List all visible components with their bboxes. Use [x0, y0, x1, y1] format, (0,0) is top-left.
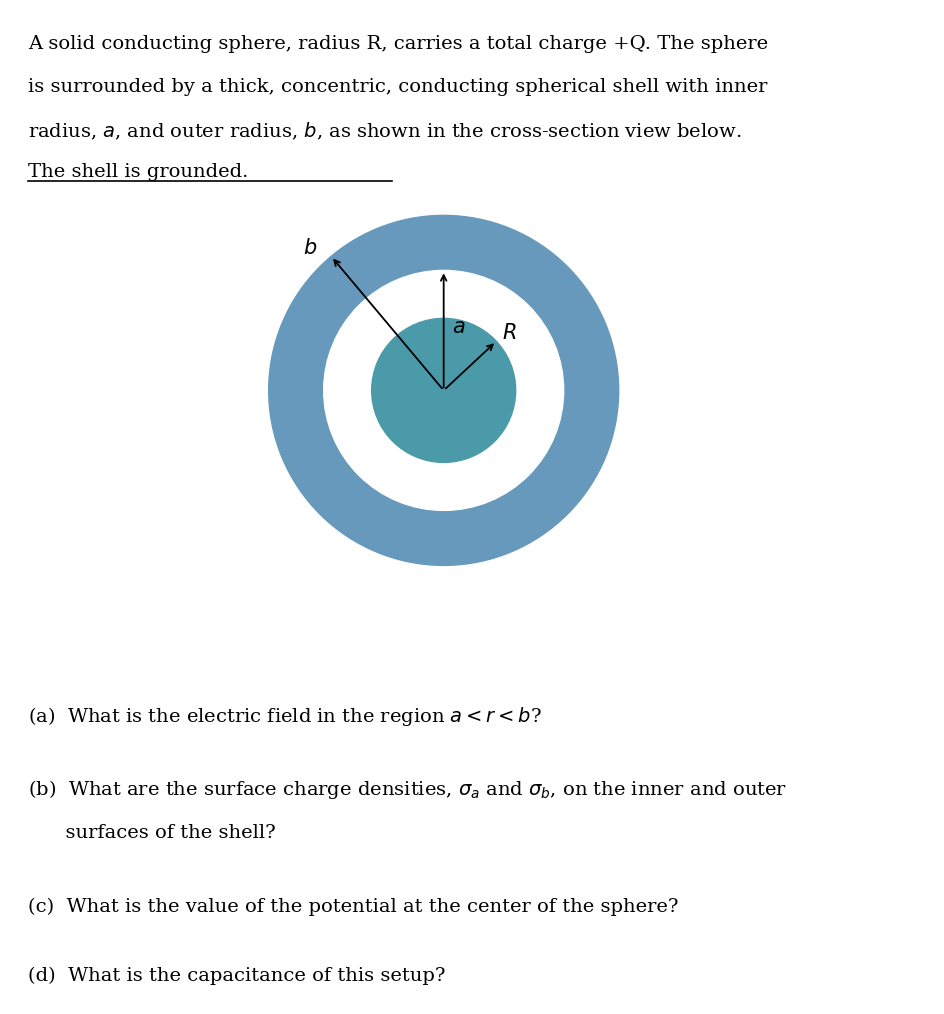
Text: The shell is grounded.: The shell is grounded. [28, 163, 248, 182]
Text: (d)  What is the capacitance of this setup?: (d) What is the capacitance of this setu… [28, 966, 446, 985]
Text: $a$: $a$ [451, 318, 465, 338]
Text: $b$: $b$ [303, 238, 317, 259]
Circle shape [269, 215, 618, 566]
Text: (b)  What are the surface charge densities, $\sigma_a$ and $\sigma_b$, on the in: (b) What are the surface charge densitie… [28, 778, 787, 801]
Text: radius, $a$, and outer radius, $b$, as shown in the cross-section view below.: radius, $a$, and outer radius, $b$, as s… [28, 121, 742, 142]
Circle shape [372, 318, 515, 462]
Text: (a)  What is the electric field in the region $a < r < b$?: (a) What is the electric field in the re… [28, 705, 542, 728]
Text: is surrounded by a thick, concentric, conducting spherical shell with inner: is surrounded by a thick, concentric, co… [28, 78, 767, 96]
Text: (c)  What is the value of the potential at the center of the sphere?: (c) What is the value of the potential a… [28, 897, 679, 916]
Text: $R$: $R$ [502, 323, 517, 344]
Circle shape [324, 271, 564, 510]
Text: surfaces of the shell?: surfaces of the shell? [28, 824, 276, 843]
Text: A solid conducting sphere, radius R, carries a total charge +Q. The sphere: A solid conducting sphere, radius R, car… [28, 35, 768, 54]
